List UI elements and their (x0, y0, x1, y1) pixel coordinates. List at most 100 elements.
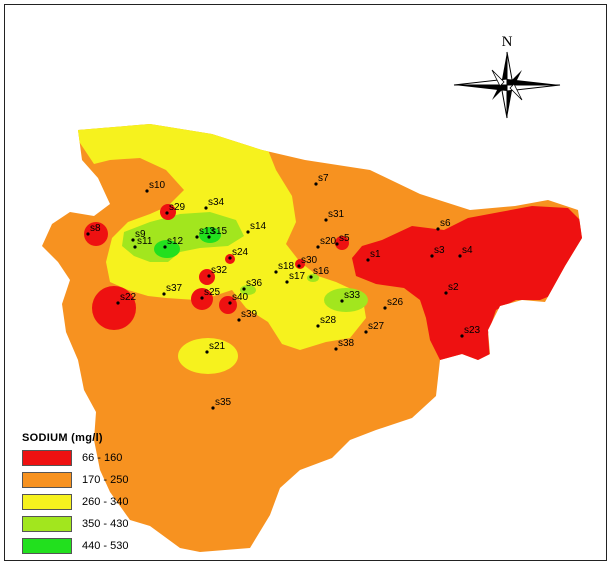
station-label: s33 (344, 290, 361, 301)
legend-swatch (22, 538, 72, 554)
station-label: s32 (211, 265, 228, 276)
station-marker (195, 235, 199, 239)
station-marker (207, 274, 211, 278)
legend: SODIUM (mg/l) 66 - 160 170 - 250 260 - 340… (22, 432, 222, 560)
station-marker (246, 230, 250, 234)
station-label: s8 (90, 223, 101, 234)
station-marker (86, 232, 90, 236)
station-marker (316, 245, 320, 249)
station-marker (274, 270, 278, 274)
station-label: s29 (169, 202, 186, 213)
legend-title: SODIUM (mg/l) (22, 432, 103, 444)
station-marker (133, 245, 137, 249)
legend-label: 260 - 340 (82, 496, 129, 508)
station-label: s15 (211, 226, 228, 237)
station-label: s40 (232, 292, 249, 303)
station-label: s4 (462, 245, 473, 256)
station-label: s9 (135, 229, 146, 240)
station-marker (316, 324, 320, 328)
zone-red-s8 (84, 222, 108, 246)
station-marker (436, 227, 440, 231)
station-label: s18 (278, 261, 295, 272)
station-label: s7 (318, 173, 329, 184)
zone-lightgreen-s9 (122, 212, 244, 262)
station-marker (242, 287, 246, 291)
station-label: s5 (339, 233, 350, 244)
station-marker (163, 245, 167, 249)
station-marker (458, 254, 462, 258)
station-marker (207, 235, 211, 239)
legend-swatch (22, 472, 72, 488)
station-label: s34 (208, 197, 225, 208)
station-label: s39 (241, 309, 258, 320)
zone-red-s22 (92, 286, 136, 330)
station-marker (366, 258, 370, 262)
zone-red-east (352, 206, 582, 362)
legend-item: 260 - 340 (22, 494, 222, 515)
legend-item: 350 - 430 (22, 516, 222, 537)
station-marker (211, 406, 215, 410)
station-marker (314, 182, 318, 186)
station-marker (334, 347, 338, 351)
station-label: s36 (246, 278, 263, 289)
legend-swatch (22, 450, 72, 466)
station-label: s23 (464, 325, 481, 336)
zone-red-s32 (199, 269, 215, 285)
station-label: s38 (338, 338, 355, 349)
legend-label: 350 - 430 (82, 518, 129, 530)
legend-swatch (22, 494, 72, 510)
station-marker (285, 280, 289, 284)
station-marker (200, 296, 204, 300)
station-marker (364, 330, 368, 334)
station-marker (297, 264, 301, 268)
legend-item: 66 - 160 (22, 450, 222, 471)
station-label: s10 (149, 180, 166, 191)
station-marker (204, 206, 208, 210)
station-label: s11 (137, 236, 153, 247)
station-label: s28 (320, 315, 337, 326)
station-label: s16 (313, 266, 330, 277)
station-label: s21 (209, 341, 226, 352)
station-marker (131, 238, 135, 242)
station-marker (205, 350, 209, 354)
station-marker (444, 291, 448, 295)
north-arrow: N (452, 30, 562, 130)
station-marker (237, 318, 241, 322)
station-label: s1 (370, 249, 381, 260)
station-marker (324, 218, 328, 222)
station-label: s17 (289, 271, 306, 282)
station-label: s30 (301, 255, 318, 266)
station-marker (165, 211, 169, 215)
station-label: s27 (368, 321, 385, 332)
north-label: N (502, 34, 513, 50)
zone-red-s40 (219, 296, 237, 314)
legend-label: 170 - 250 (82, 474, 129, 486)
station-label: s22 (120, 292, 137, 303)
legend-item: 170 - 250 (22, 472, 222, 493)
station-label: s6 (440, 218, 451, 229)
zone-yellow-s21 (178, 338, 238, 374)
station-label: s14 (250, 221, 267, 232)
legend-label: 440 - 530 (82, 540, 129, 552)
station-label: s31 (328, 209, 345, 220)
legend-label: 66 - 160 (82, 452, 123, 464)
station-label: s24 (232, 247, 249, 258)
station-label: s3 (434, 245, 445, 256)
station-label: s20 (320, 236, 337, 247)
zone-red-s5 (335, 236, 349, 250)
station-marker (162, 292, 166, 296)
station-label: s37 (166, 283, 183, 294)
station-marker (383, 306, 387, 310)
station-label: s12 (167, 236, 184, 247)
station-marker (145, 189, 149, 193)
north-arrow-icon: N (453, 34, 561, 119)
station-marker (228, 256, 232, 260)
zone-lightgreen-s33 (324, 288, 368, 312)
station-marker (228, 301, 232, 305)
station-marker (309, 275, 313, 279)
legend-swatch (22, 516, 72, 532)
station-label: s2 (448, 282, 459, 293)
station-label: s35 (215, 397, 232, 408)
